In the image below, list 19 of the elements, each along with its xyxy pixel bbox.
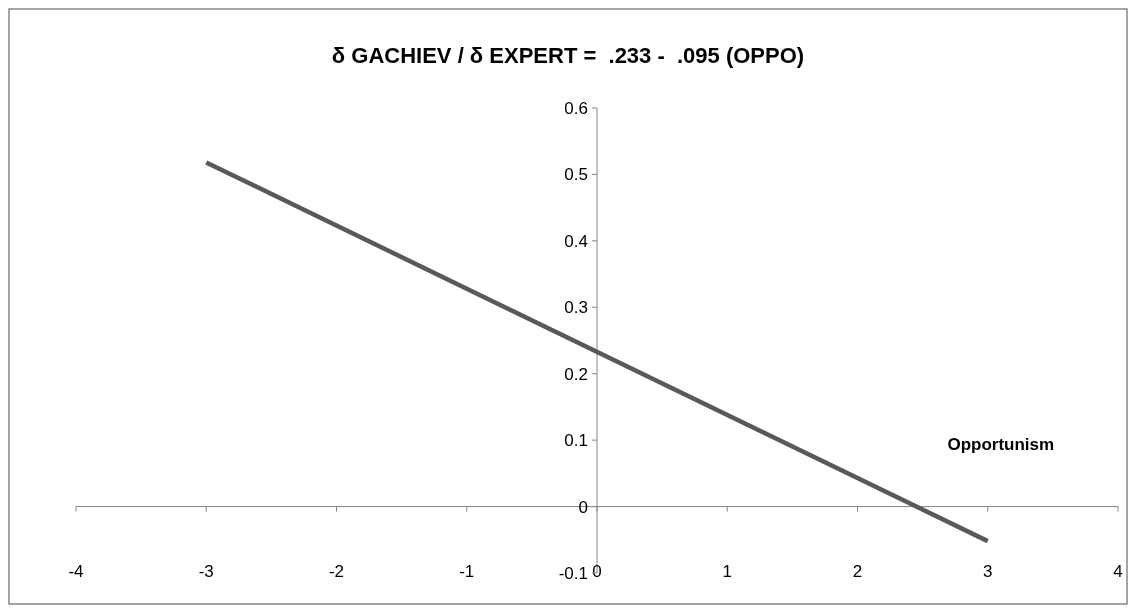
x-tick-label: -2 bbox=[328, 562, 345, 581]
x-tick-label: 2 bbox=[852, 562, 863, 581]
y-tick-label: -0.1 bbox=[558, 564, 588, 583]
y-tick-label: 0.5 bbox=[564, 165, 588, 185]
y-tick-label: 0.1 bbox=[564, 431, 588, 451]
chart-title: δ GACHIEV / δ EXPERT = .233 - .095 (OPPO) bbox=[331, 43, 805, 68]
x-tick-label: -3 bbox=[198, 562, 214, 581]
x-tick-label: 0 bbox=[592, 562, 602, 581]
y-tick-label: 0.2 bbox=[564, 364, 588, 384]
x-tick-label: 3 bbox=[983, 562, 993, 581]
x-tick-label: -1 bbox=[459, 562, 475, 581]
y-tick-label: 0.3 bbox=[564, 298, 588, 318]
y-tick-label: 0.4 bbox=[564, 231, 588, 251]
y-tick-label: 0.6 bbox=[564, 99, 588, 118]
x-tick-label: 1 bbox=[722, 562, 732, 581]
x-tick-label: 4 bbox=[1113, 562, 1123, 581]
x-tick-label: -4 bbox=[68, 562, 84, 581]
x-axis-title: Opportunism bbox=[947, 435, 1055, 455]
y-tick-label: 0 bbox=[578, 497, 588, 517]
